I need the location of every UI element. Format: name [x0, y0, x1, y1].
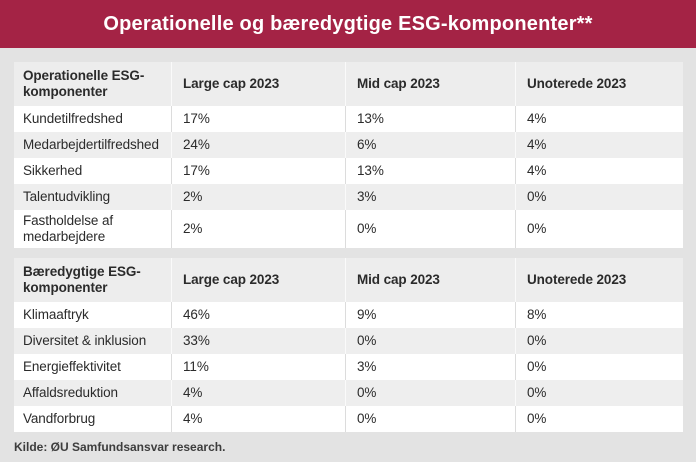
cell-value: 3% — [345, 354, 515, 380]
cell-value: 24% — [171, 132, 345, 158]
cell-value: 13% — [345, 106, 515, 132]
row-label: Medarbejdertilfredshed — [23, 137, 159, 153]
table-row: Sikkerhed 17% 13% 4% — [14, 158, 683, 184]
row-label: Vandforbrug — [23, 411, 96, 427]
table-header-row-sustainable: Bæredygtige ESG-komponenter Large cap 20… — [14, 258, 683, 302]
row-label: Talentudvikling — [23, 189, 111, 205]
column-header-large-cap: Large cap 2023 — [171, 258, 345, 302]
section-divider — [14, 248, 683, 258]
cell-value: 3% — [345, 184, 515, 210]
cell-value: 4% — [515, 106, 683, 132]
row-label: Fastholdelse af medarbejdere — [23, 213, 114, 244]
cell-value: 8% — [515, 302, 683, 328]
column-header-unoterede: Unoterede 2023 — [515, 258, 683, 302]
cell-value: 17% — [171, 106, 345, 132]
cell-value: 0% — [515, 354, 683, 380]
cell-value: 0% — [515, 210, 683, 248]
cell-value: 6% — [345, 132, 515, 158]
esg-table: Operationelle ESG-komponenter Large cap … — [14, 62, 683, 432]
cell-value: 0% — [345, 328, 515, 354]
section-title-sustainable: Bæredygtige ESG-komponenter — [23, 264, 141, 295]
cell-value: 46% — [171, 302, 345, 328]
cell-value: 4% — [171, 380, 345, 406]
table-row: Affaldsreduktion 4% 0% 0% — [14, 380, 683, 406]
page-title: Operationelle og bæredygtige ESG-kompone… — [103, 12, 593, 35]
cell-value: 0% — [345, 406, 515, 432]
cell-value: 33% — [171, 328, 345, 354]
row-label: Klimaaftryk — [23, 307, 89, 323]
cell-value: 2% — [171, 184, 345, 210]
column-header-large-cap: Large cap 2023 — [171, 62, 345, 106]
cell-value: 0% — [345, 210, 515, 248]
table-header-row-operational: Operationelle ESG-komponenter Large cap … — [14, 62, 683, 106]
table-row: Medarbejdertilfredshed 24% 6% 4% — [14, 132, 683, 158]
table-row: Fastholdelse af medarbejdere 2% 0% 0% — [14, 210, 683, 248]
row-label: Sikkerhed — [23, 163, 83, 179]
cell-value: 13% — [345, 158, 515, 184]
cell-value: 4% — [515, 132, 683, 158]
row-label: Affaldsreduktion — [23, 385, 118, 401]
cell-value: 0% — [515, 380, 683, 406]
column-header-mid-cap: Mid cap 2023 — [345, 258, 515, 302]
cell-value: 0% — [515, 184, 683, 210]
section-title-operational: Operationelle ESG-komponenter — [23, 68, 145, 99]
cell-value: 0% — [515, 406, 683, 432]
table-row: Energieffektivitet 11% 3% 0% — [14, 354, 683, 380]
cell-value: 2% — [171, 210, 345, 248]
row-label: Kundetilfredshed — [23, 111, 123, 127]
cell-value: 4% — [515, 158, 683, 184]
cell-value: 11% — [171, 354, 345, 380]
cell-value: 9% — [345, 302, 515, 328]
row-label: Diversitet & inklusion — [23, 333, 147, 349]
title-banner: Operationelle og bæredygtige ESG-kompone… — [0, 0, 696, 48]
cell-value: 17% — [171, 158, 345, 184]
column-header-mid-cap: Mid cap 2023 — [345, 62, 515, 106]
cell-value: 0% — [515, 328, 683, 354]
table-row: Kundetilfredshed 17% 13% 4% — [14, 106, 683, 132]
table-row: Talentudvikling 2% 3% 0% — [14, 184, 683, 210]
table-row: Diversitet & inklusion 33% 0% 0% — [14, 328, 683, 354]
cell-value: 4% — [171, 406, 345, 432]
table-row: Klimaaftryk 46% 9% 8% — [14, 302, 683, 328]
row-label: Energieffektivitet — [23, 359, 121, 375]
source-note: Kilde: ØU Samfundsansvar research. — [14, 440, 226, 454]
column-header-unoterede: Unoterede 2023 — [515, 62, 683, 106]
cell-value: 0% — [345, 380, 515, 406]
table-row: Vandforbrug 4% 0% 0% — [14, 406, 683, 432]
